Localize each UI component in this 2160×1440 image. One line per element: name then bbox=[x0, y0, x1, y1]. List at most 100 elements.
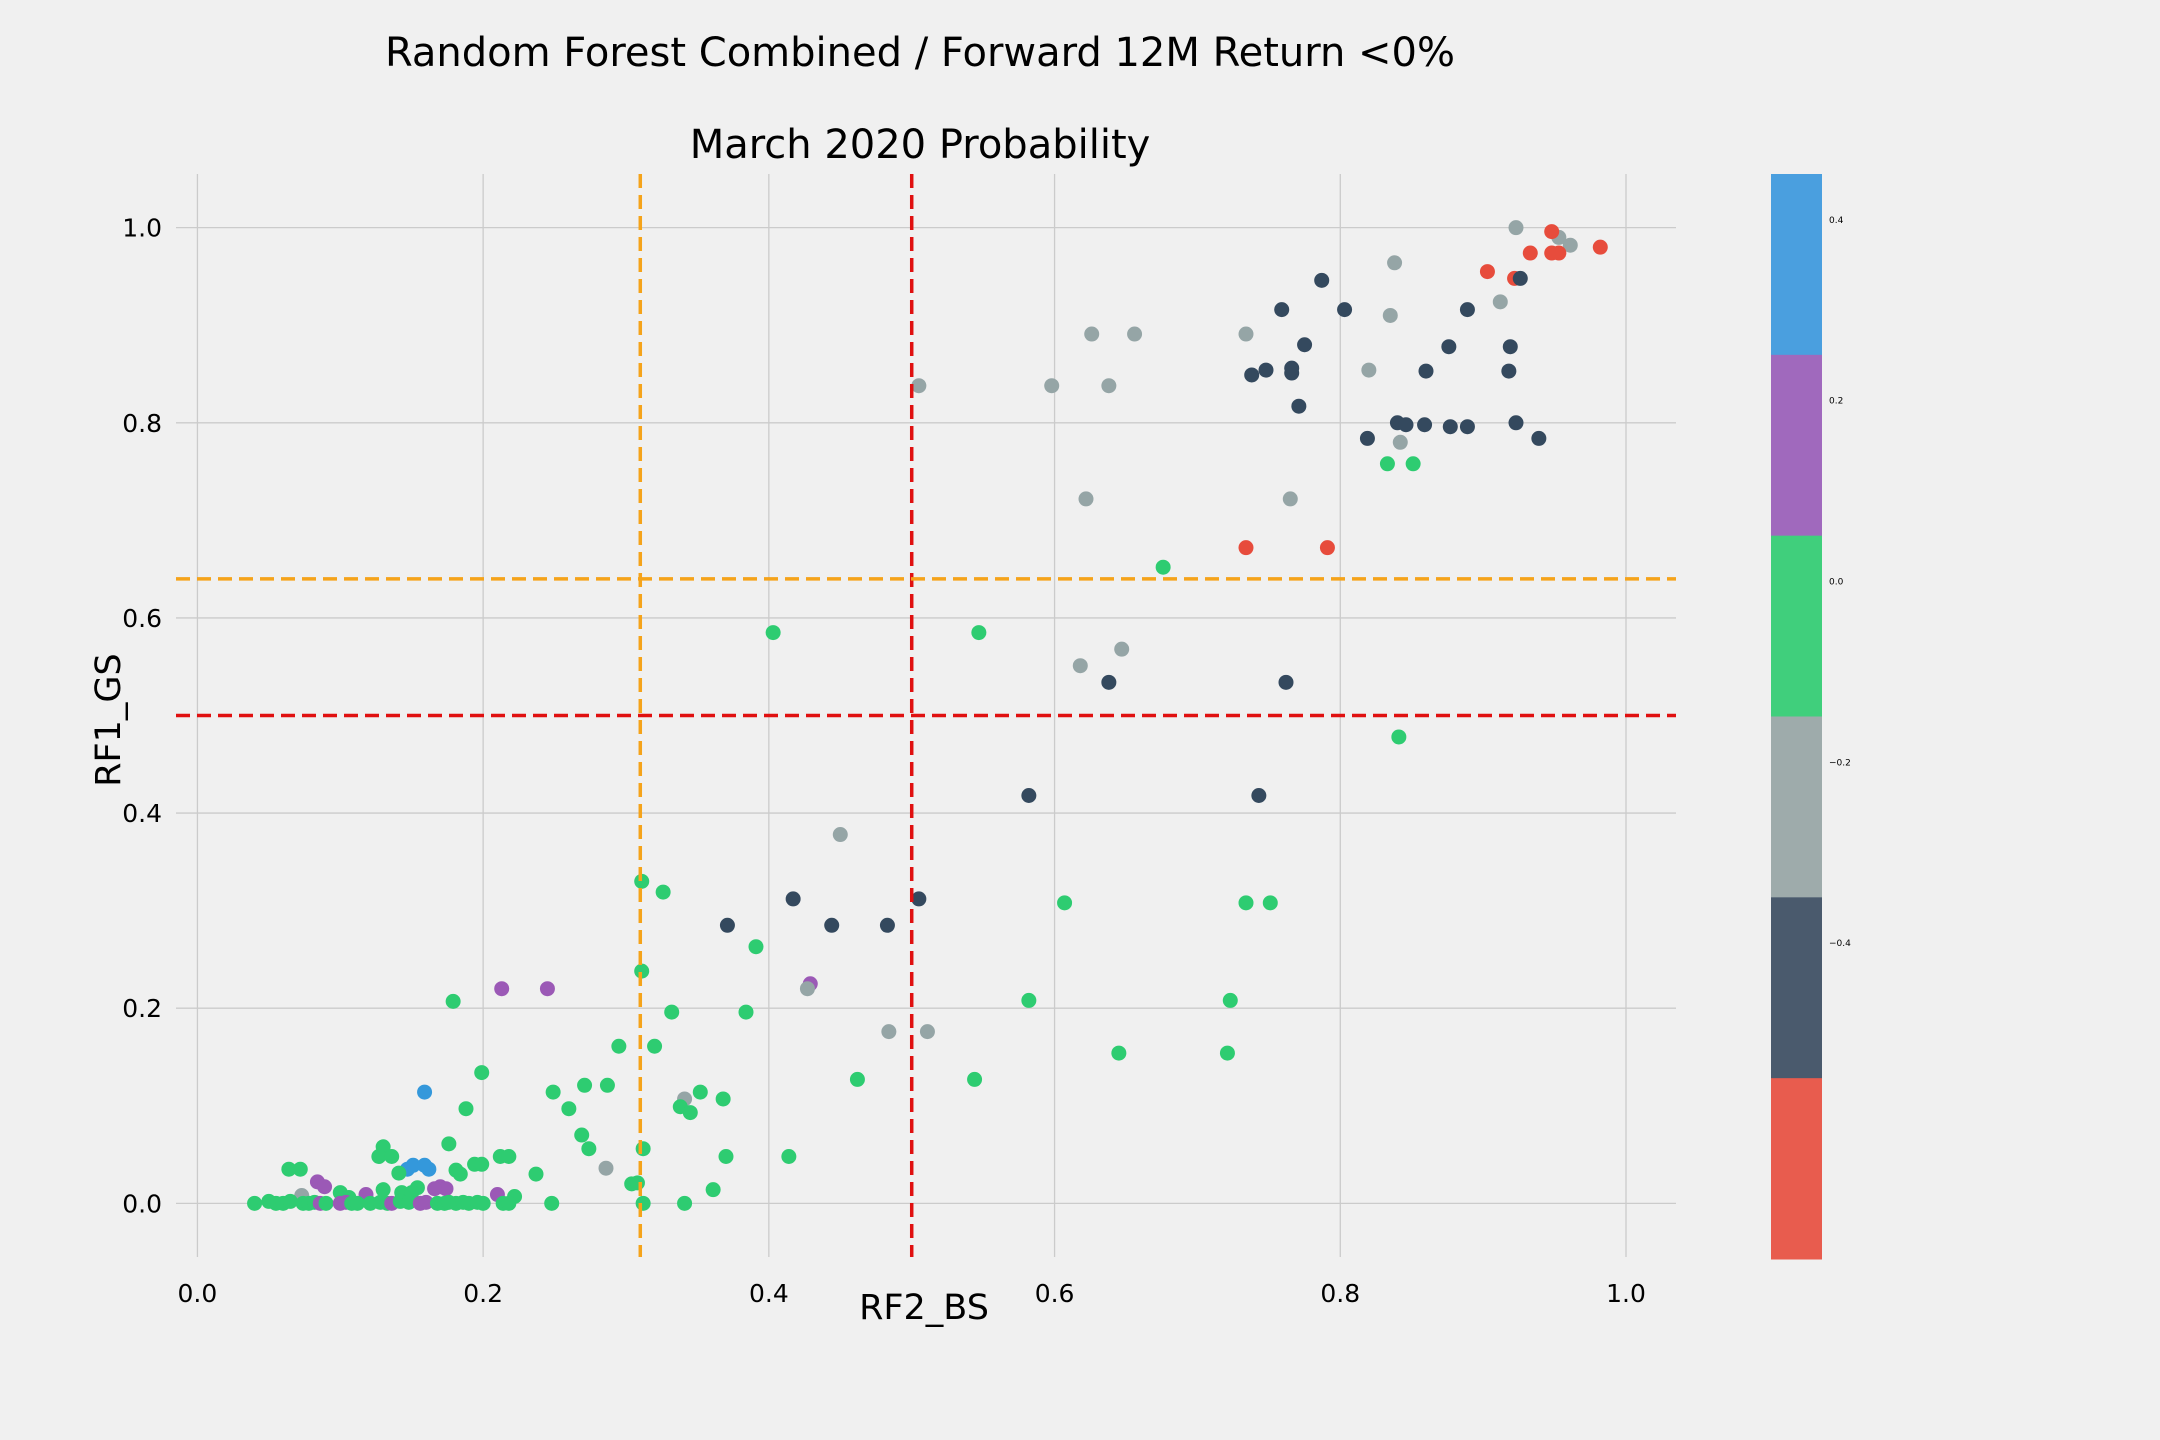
data-point bbox=[664, 1004, 680, 1020]
data-point bbox=[474, 1065, 490, 1081]
data-point bbox=[824, 917, 840, 933]
data-point bbox=[1522, 245, 1538, 261]
data-point bbox=[1111, 1045, 1127, 1061]
data-point bbox=[421, 1161, 437, 1177]
data-point bbox=[1592, 239, 1608, 255]
data-point bbox=[441, 1136, 457, 1152]
x-tick-label: 1.0 bbox=[1606, 1279, 1646, 1308]
data-point bbox=[1044, 378, 1060, 394]
data-point bbox=[1127, 326, 1143, 342]
data-point bbox=[1238, 326, 1254, 342]
chart-title: Random Forest Combined / Forward 12M Ret… bbox=[384, 30, 1456, 76]
data-point bbox=[539, 981, 555, 997]
data-point bbox=[1501, 363, 1517, 379]
data-point bbox=[501, 1149, 517, 1165]
data-point bbox=[391, 1165, 407, 1181]
y-tick-label: 0.0 bbox=[122, 1189, 162, 1218]
data-point bbox=[1359, 430, 1375, 446]
colorbar-band bbox=[1771, 354, 1822, 537]
data-point bbox=[1459, 302, 1475, 318]
data-point bbox=[417, 1084, 433, 1100]
data-point bbox=[1219, 1045, 1235, 1061]
data-point bbox=[375, 1182, 391, 1198]
data-point bbox=[317, 1179, 333, 1195]
data-point bbox=[1078, 491, 1094, 507]
data-point bbox=[1021, 992, 1037, 1008]
y-tick-label: 1.0 bbox=[122, 214, 162, 243]
data-point bbox=[1084, 326, 1100, 342]
data-point bbox=[1057, 895, 1073, 911]
x-tick-label: 0.8 bbox=[1320, 1279, 1360, 1308]
data-point bbox=[1238, 540, 1254, 556]
data-point bbox=[849, 1071, 865, 1087]
data-point bbox=[715, 1091, 731, 1107]
data-point bbox=[1502, 339, 1518, 355]
data-point bbox=[879, 917, 895, 933]
data-point bbox=[438, 1181, 454, 1197]
data-point bbox=[574, 1127, 590, 1143]
x-tick-label: 0.6 bbox=[1035, 1279, 1075, 1308]
data-point bbox=[1418, 363, 1434, 379]
data-point bbox=[1508, 220, 1524, 236]
data-point bbox=[1274, 302, 1290, 318]
data-point bbox=[832, 827, 848, 843]
data-point bbox=[598, 1160, 614, 1176]
data-point bbox=[692, 1084, 708, 1100]
x-tick-label: 0.0 bbox=[178, 1279, 218, 1308]
data-point bbox=[1442, 419, 1458, 435]
data-point bbox=[1562, 237, 1578, 253]
data-point bbox=[1551, 245, 1567, 261]
data-point bbox=[634, 963, 650, 979]
data-point bbox=[1262, 895, 1278, 911]
data-point bbox=[781, 1149, 797, 1165]
data-point bbox=[634, 873, 650, 889]
data-point bbox=[635, 1195, 651, 1211]
data-point bbox=[611, 1038, 627, 1054]
colorbar-tick-label: 0.0 bbox=[1829, 577, 1844, 587]
data-point bbox=[1101, 674, 1117, 690]
data-point bbox=[494, 981, 510, 997]
data-point bbox=[282, 1193, 298, 1209]
data-point bbox=[1282, 491, 1298, 507]
colorbar: 0.4 0.2 0.0 −0.2 −0.4 bbox=[1771, 174, 1851, 1260]
data-point bbox=[1258, 362, 1274, 378]
data-point bbox=[292, 1161, 308, 1177]
data-point bbox=[1391, 729, 1407, 745]
data-point bbox=[919, 1024, 935, 1040]
data-point bbox=[1291, 398, 1307, 414]
data-point bbox=[405, 1157, 421, 1173]
data-point bbox=[1114, 641, 1130, 657]
colorbar-band bbox=[1771, 1078, 1822, 1260]
x-tick-label: 0.2 bbox=[463, 1279, 503, 1308]
data-point bbox=[1531, 430, 1547, 446]
data-point bbox=[1361, 362, 1377, 378]
colorbar-tick-label: 0.2 bbox=[1829, 397, 1843, 407]
data-point bbox=[738, 1004, 754, 1020]
data-point bbox=[1244, 367, 1260, 383]
colorbar-tick-label: −0.2 bbox=[1829, 758, 1851, 768]
data-point bbox=[1222, 992, 1238, 1008]
data-point bbox=[748, 939, 764, 955]
data-point bbox=[647, 1038, 663, 1054]
data-point bbox=[682, 1105, 698, 1121]
y-tick-label: 0.2 bbox=[122, 994, 162, 1023]
x-axis-label: RF2_BS bbox=[859, 1288, 989, 1328]
data-point bbox=[1238, 895, 1254, 911]
data-point bbox=[371, 1149, 387, 1165]
data-point bbox=[799, 981, 815, 997]
colorbar-tick-label: −0.4 bbox=[1829, 939, 1851, 949]
data-point bbox=[418, 1194, 434, 1210]
data-point bbox=[971, 625, 987, 641]
data-point bbox=[967, 1071, 983, 1087]
data-point bbox=[1072, 658, 1088, 674]
data-point bbox=[765, 625, 781, 641]
data-point bbox=[718, 1149, 734, 1165]
data-point bbox=[1479, 264, 1495, 280]
data-point bbox=[1544, 224, 1560, 240]
data-point bbox=[1405, 456, 1421, 472]
data-point bbox=[719, 917, 735, 933]
data-point bbox=[677, 1195, 693, 1211]
data-point bbox=[474, 1156, 490, 1172]
reference-lines bbox=[176, 174, 1676, 1257]
data-point bbox=[401, 1194, 417, 1210]
